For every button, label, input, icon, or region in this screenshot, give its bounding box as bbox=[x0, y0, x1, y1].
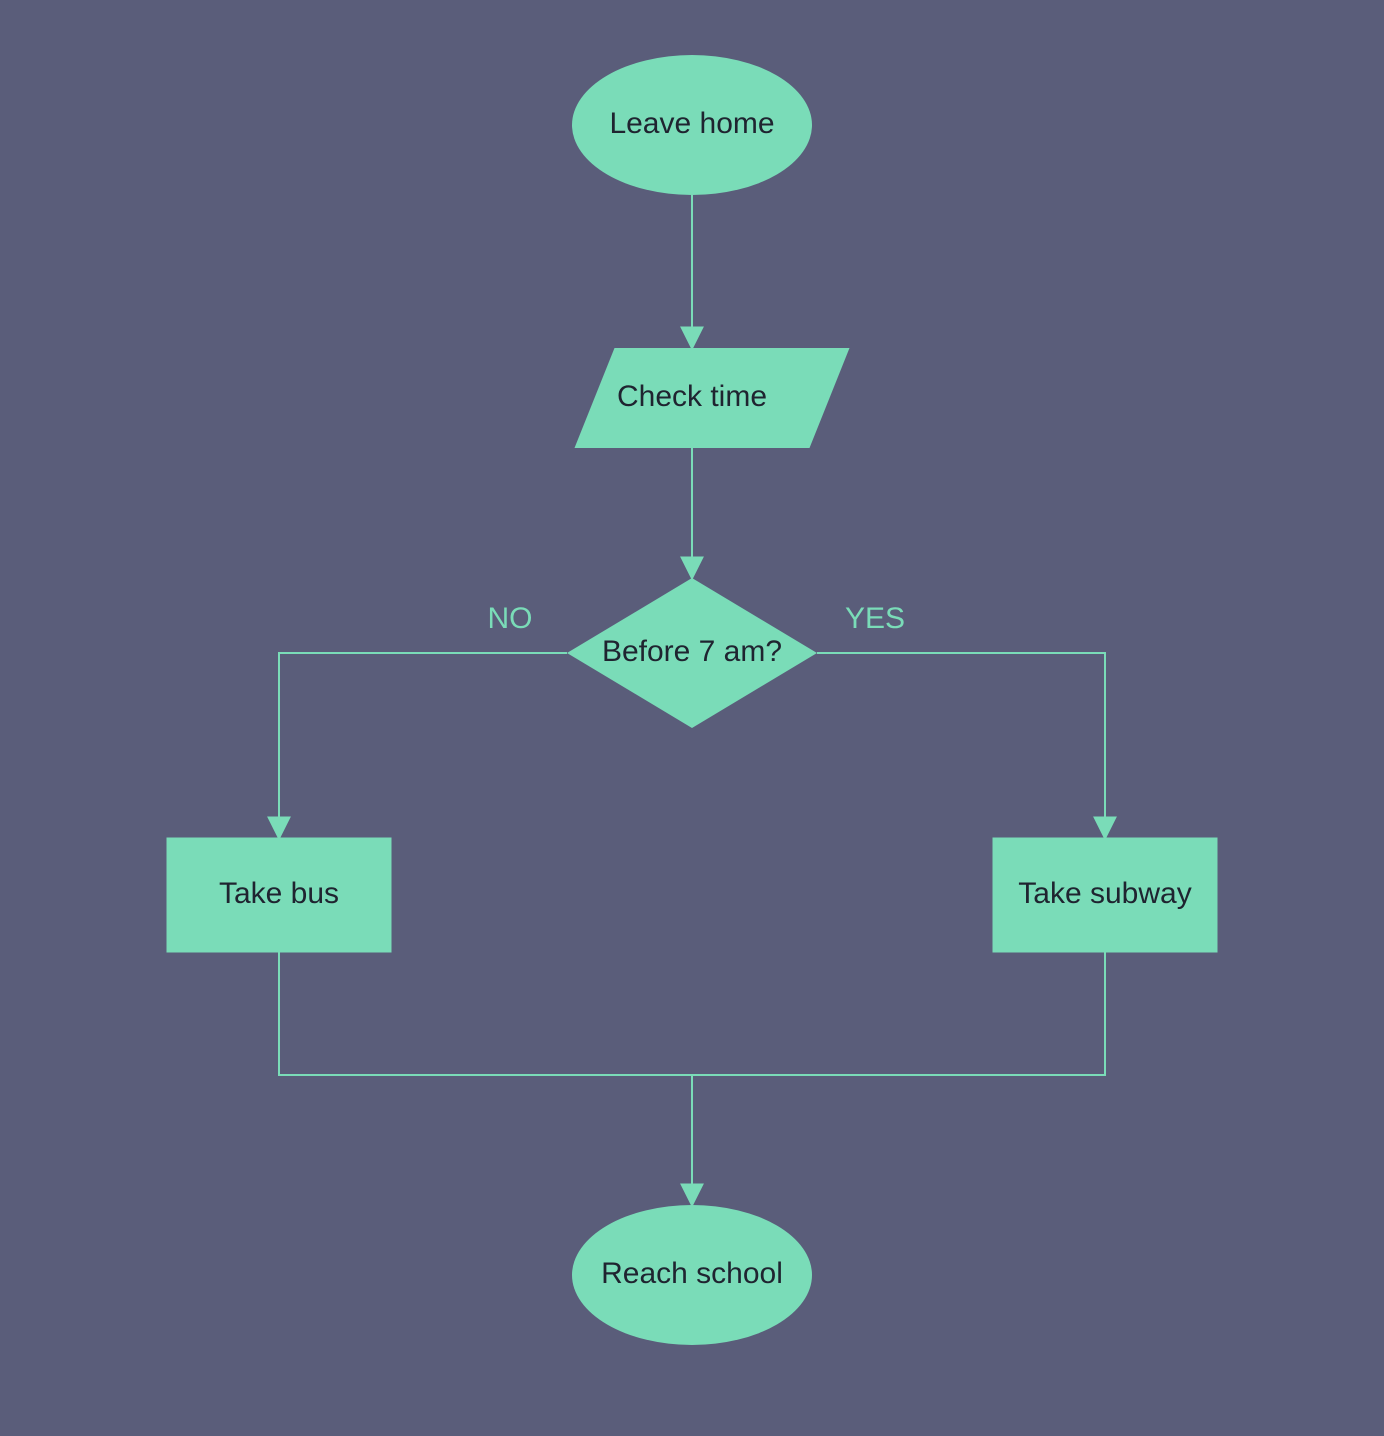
node-label-bus: Take bus bbox=[219, 877, 339, 910]
node-check: Check time bbox=[575, 348, 850, 448]
node-decision: Before 7 am? bbox=[567, 578, 817, 728]
node-bus: Take bus bbox=[167, 838, 392, 953]
node-end: Reach school bbox=[572, 1205, 812, 1345]
node-subway: Take subway bbox=[993, 838, 1218, 953]
node-label-subway: Take subway bbox=[1018, 877, 1191, 910]
edge-e5 bbox=[279, 952, 692, 1075]
node-label-decision: Before 7 am? bbox=[602, 635, 782, 668]
edge-e3-no bbox=[279, 653, 567, 838]
edge-e6 bbox=[692, 952, 1105, 1075]
node-label-start: Leave home bbox=[609, 107, 774, 140]
flowchart-canvas: NO YES Leave home Check time Before 7 am? Tak… bbox=[0, 0, 1384, 1436]
node-label-check: Check time bbox=[617, 380, 767, 413]
edge-label-e3-no: NO bbox=[488, 602, 533, 635]
node-start: Leave home bbox=[572, 55, 812, 195]
edge-label-e4-yes: YES bbox=[845, 602, 905, 635]
node-label-end: Reach school bbox=[601, 1257, 783, 1290]
edge-e4-yes bbox=[817, 653, 1105, 838]
